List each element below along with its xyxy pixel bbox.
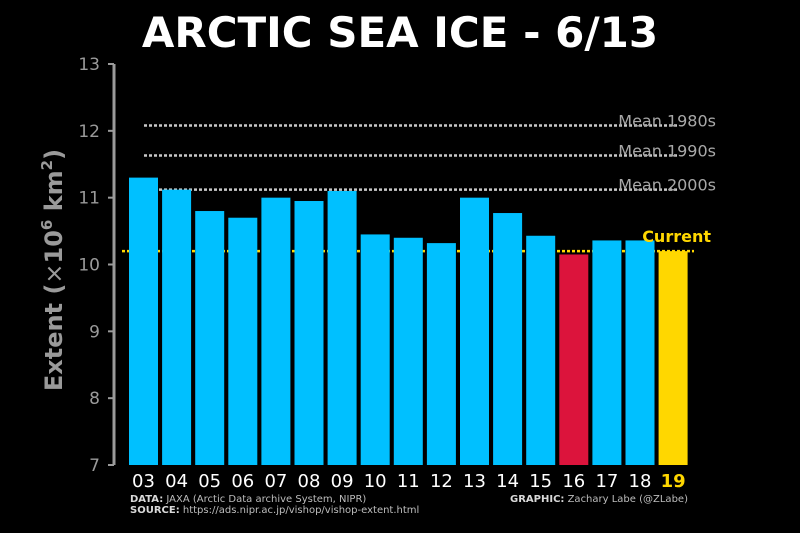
footer-data-text: JAXA (Arctic Data archive System, NIPR) — [163, 494, 367, 505]
y-tick-label: 12 — [78, 122, 100, 142]
footer-source-text: https://ads.nipr.ac.jp/vishop/vishop-ext… — [179, 505, 420, 516]
bar — [360, 234, 390, 465]
footer-source-label: SOURCE: — [130, 505, 180, 516]
y-axis-label: Extent (×106 km2) — [38, 149, 68, 391]
bar — [493, 213, 523, 465]
bar — [195, 211, 225, 465]
footer-data: DATA: JAXA (Arctic Data archive System, … — [130, 494, 366, 505]
bar — [426, 243, 456, 465]
bar — [228, 217, 258, 465]
x-tick-label: 13 — [463, 471, 486, 492]
y-tick-label: 11 — [78, 189, 100, 209]
x-tick-label: 14 — [496, 471, 519, 492]
bar — [327, 190, 357, 465]
y-tick-label: 13 — [78, 55, 100, 75]
y-tick-label: 8 — [89, 389, 100, 409]
bar-current — [658, 251, 688, 465]
x-tick-label: 11 — [397, 471, 420, 492]
bar — [162, 189, 192, 465]
bar — [261, 197, 291, 465]
bar — [393, 237, 423, 465]
mean-line-label: Mean 1980s — [618, 111, 716, 130]
x-tick-label: 15 — [529, 471, 552, 492]
x-tick-label: 05 — [198, 471, 221, 492]
x-tick-label: 09 — [331, 471, 354, 492]
bar — [625, 240, 655, 465]
current-label: Current — [642, 227, 711, 246]
x-tick-label: 12 — [430, 471, 453, 492]
y-tick-label: 10 — [78, 256, 100, 276]
x-tick-label: 03 — [132, 471, 155, 492]
bar — [460, 197, 489, 465]
footer-data-label: DATA: — [130, 494, 164, 505]
bar-min — [559, 254, 589, 465]
bar — [129, 177, 158, 465]
x-tick-label: 16 — [562, 471, 585, 492]
chart-title: ARCTIC SEA ICE - 6/13 — [141, 8, 659, 57]
bar — [592, 240, 622, 465]
mean-line-label: Mean 1990s — [618, 142, 716, 161]
x-tick-label: 10 — [364, 471, 387, 492]
mean-line-label: Mean 2000s — [618, 176, 716, 195]
x-tick-label: 17 — [595, 471, 618, 492]
x-tick-label: 18 — [629, 471, 652, 492]
x-tick-label: 06 — [231, 471, 254, 492]
footer-graphic: GRAPHIC: Zachary Labe (@ZLabe) — [510, 494, 688, 505]
y-tick-label: 9 — [89, 322, 100, 342]
bar — [294, 201, 324, 465]
bar — [526, 235, 556, 465]
y-tick-label: 7 — [89, 456, 100, 476]
x-tick-label: 07 — [264, 471, 287, 492]
footer-graphic-label: GRAPHIC: — [510, 494, 565, 505]
footer-graphic-text: Zachary Labe (@ZLabe) — [564, 494, 688, 505]
x-tick-label: 04 — [165, 471, 188, 492]
footer-source: SOURCE: https://ads.nipr.ac.jp/vishop/vi… — [130, 505, 419, 516]
x-tick-label: 08 — [298, 471, 321, 492]
x-tick-label: 19 — [661, 471, 686, 492]
